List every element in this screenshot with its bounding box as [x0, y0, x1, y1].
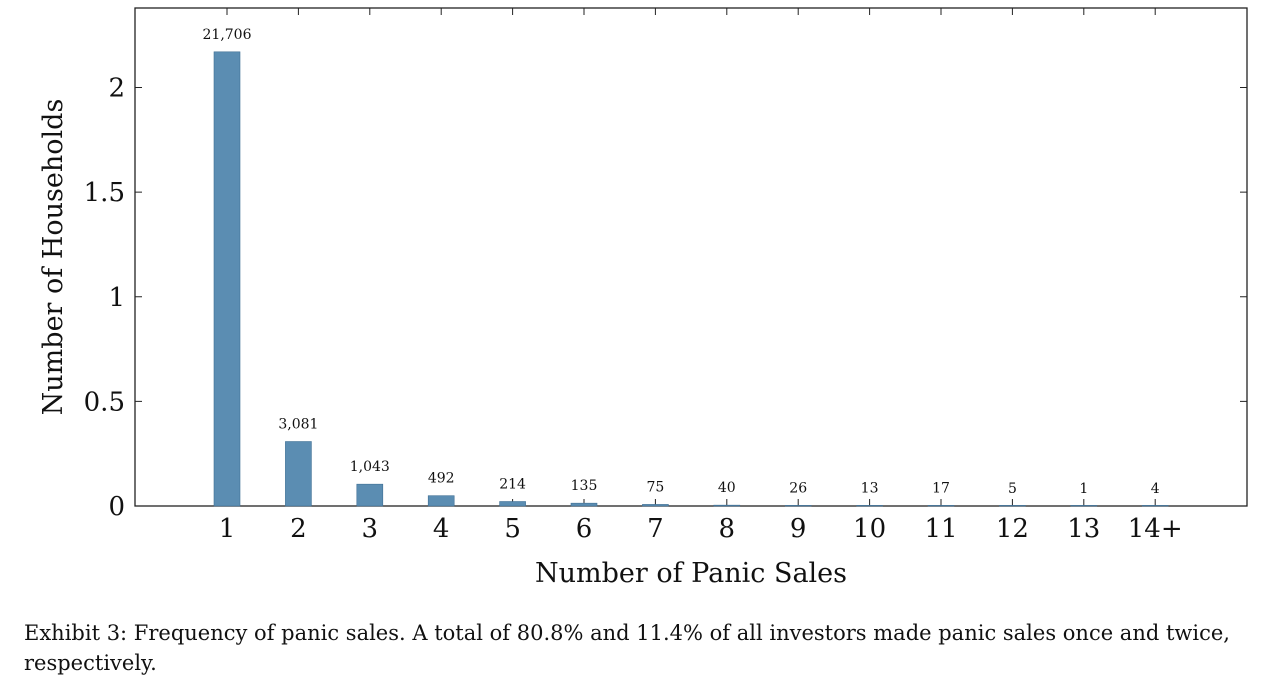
bar-8 — [713, 504, 741, 507]
bar-3 — [356, 483, 384, 507]
x-tick-label: 10 — [853, 514, 886, 544]
x-tick-label: 3 — [362, 514, 379, 544]
bars — [213, 51, 1169, 507]
bar-value-label: 21,706 — [203, 27, 252, 43]
y-axis: 0 0.5 1 1.5 2 — [84, 74, 1247, 522]
bar-value-label: 214 — [499, 477, 526, 493]
bar-value-label: 135 — [571, 478, 598, 494]
y-tick-label: 1 — [108, 283, 125, 313]
bar-11 — [927, 505, 955, 507]
y-tick-label: 0 — [108, 492, 125, 522]
figure-caption: Exhibit 3: Frequency of panic sales. A t… — [24, 621, 1230, 675]
bar-value-label: 492 — [428, 471, 455, 487]
bar-5 — [499, 501, 526, 507]
y-tick-label: 2 — [108, 74, 125, 104]
bar-4 — [427, 495, 455, 507]
x-tick-label: 12 — [996, 514, 1029, 544]
bar-value-label: 3,081 — [278, 417, 318, 433]
bar-chart: 00.511.52 1 2 3 4 5 6 7 8 9 10 11 12 13 14+ 21,7063,0… — [38, 7, 1248, 589]
bar-14+ — [1141, 505, 1169, 507]
bar-value-label: 26 — [789, 480, 807, 496]
bar-value-label: 4 — [1151, 481, 1160, 497]
x-tick-label: 2 — [290, 514, 307, 544]
x-tick-label: 13 — [1067, 514, 1100, 544]
bar-7 — [642, 504, 669, 507]
bar-2 — [285, 441, 312, 507]
bar-value-label: 1,043 — [350, 459, 390, 475]
bar-13 — [1070, 505, 1098, 507]
bar-1 — [213, 51, 241, 507]
x-tick-label: 1 — [219, 514, 236, 544]
bar-value-label: 5 — [1008, 481, 1017, 497]
bar-6 — [570, 502, 598, 507]
bar-10 — [856, 505, 883, 507]
data-labels: 21,706 3,081 1,043 492 214 135 75 40 26 13 17 5 1 4 — [203, 27, 1160, 497]
bar-value-label: 40 — [718, 480, 736, 496]
x-tick-label: 11 — [924, 514, 957, 544]
bar-9 — [784, 505, 812, 507]
x-tick-label: 8 — [719, 514, 736, 544]
bar-value-label: 1 — [1079, 481, 1088, 497]
x-tick-label: 5 — [504, 514, 521, 544]
bar-value-label: 13 — [861, 481, 879, 497]
x-tick-label: 9 — [790, 514, 807, 544]
plot-frame — [134, 7, 1248, 507]
bar-12 — [999, 505, 1026, 507]
x-tick-label: 7 — [647, 514, 664, 544]
x-axis-title: Number of Panic Sales — [535, 558, 847, 589]
y-tick-label: 1.5 — [84, 178, 125, 208]
bar-value-label: 17 — [932, 481, 950, 497]
y-axis-title: Number of Households — [38, 99, 69, 416]
bar-value-label: 75 — [646, 479, 664, 495]
x-tick-label: 4 — [433, 514, 450, 544]
x-tick-label: 6 — [576, 514, 593, 544]
y-tick-label: 0.5 — [84, 387, 125, 417]
x-tick-label: 14+ — [1128, 514, 1183, 544]
